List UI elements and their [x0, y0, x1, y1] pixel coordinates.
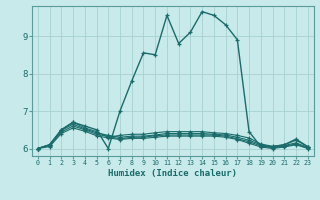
X-axis label: Humidex (Indice chaleur): Humidex (Indice chaleur): [108, 169, 237, 178]
